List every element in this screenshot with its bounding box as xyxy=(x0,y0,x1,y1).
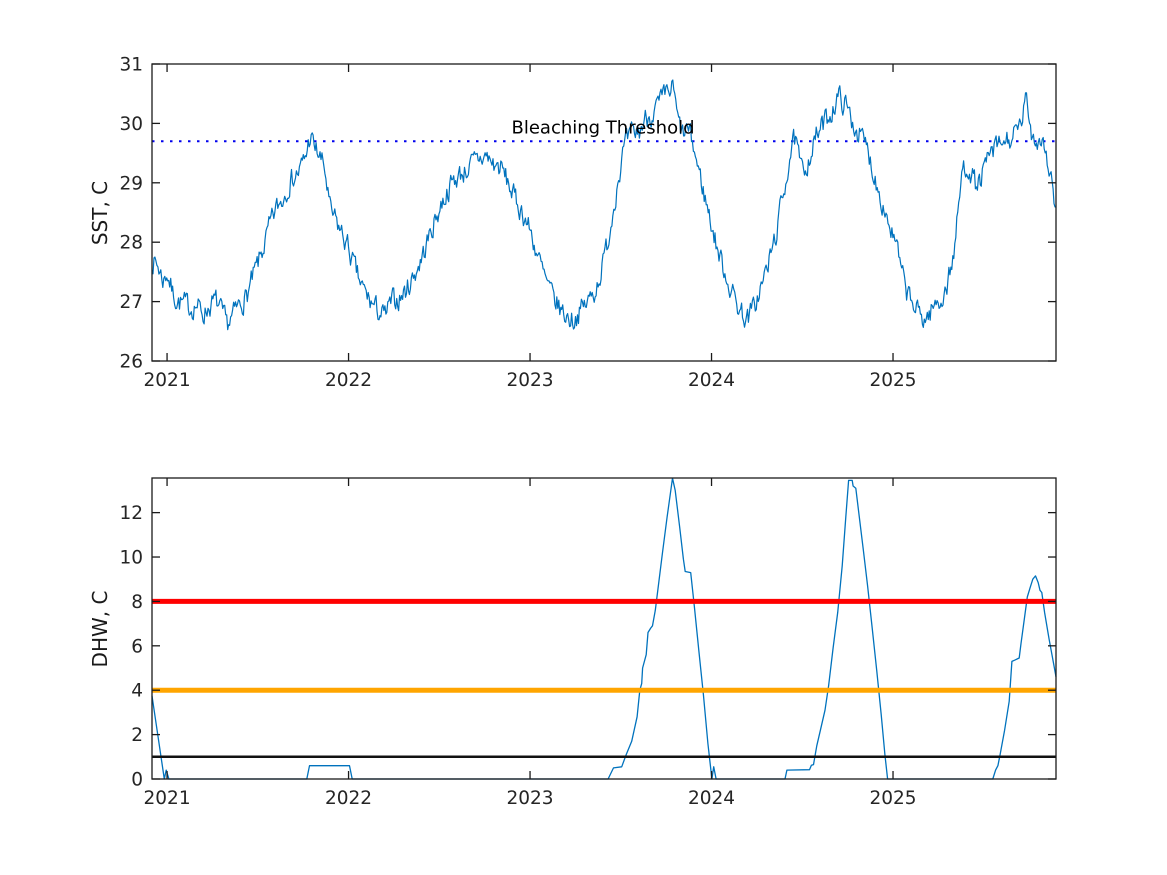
dhw-axes: 2021 2022 2023 2024 2025 0 2 4 6 8 10 12 xyxy=(119,477,1057,809)
sst-y-axis-label: SST, C xyxy=(88,180,112,246)
y-tick-label: 27 xyxy=(119,292,143,313)
x-tick-label: 2021 xyxy=(144,788,191,809)
y-tick-label: 0 xyxy=(131,770,143,791)
x-tick-label: 2023 xyxy=(506,788,553,809)
y-tick-label: 6 xyxy=(131,636,143,657)
y-tick-label: 4 xyxy=(131,681,143,702)
sst-line xyxy=(151,79,1057,331)
y-tick-label: 26 xyxy=(119,352,143,373)
sst-axes: 2021 2022 2023 2024 2025 26 27 28 29 30 31 xyxy=(119,55,1057,391)
y-tick-label: 31 xyxy=(119,55,143,76)
x-tick-label: 2024 xyxy=(688,370,735,391)
x-tick-label: 2022 xyxy=(325,788,372,809)
bleaching-threshold-label: Bleaching Threshold xyxy=(511,117,695,139)
y-tick-label: 28 xyxy=(119,233,143,254)
x-tick-label: 2023 xyxy=(506,370,553,391)
y-tick-label: 30 xyxy=(119,114,143,135)
axes-box xyxy=(151,477,1057,780)
dhw-y-axis-label: DHW, C xyxy=(88,590,112,668)
x-tick-label: 2025 xyxy=(869,788,916,809)
x-tick-label: 2024 xyxy=(688,788,735,809)
x-tick-label: 2022 xyxy=(325,370,372,391)
axes-box xyxy=(151,63,1057,362)
dhw-line xyxy=(151,477,1057,780)
y-tick-label: 2 xyxy=(131,725,143,746)
x-tick-label: 2021 xyxy=(144,370,191,391)
x-tick-label: 2025 xyxy=(869,370,916,391)
y-tick-label: 10 xyxy=(119,548,143,569)
y-tick-label: 29 xyxy=(119,173,143,194)
y-tick-label: 8 xyxy=(131,592,143,613)
y-tick-label: 12 xyxy=(119,503,143,524)
